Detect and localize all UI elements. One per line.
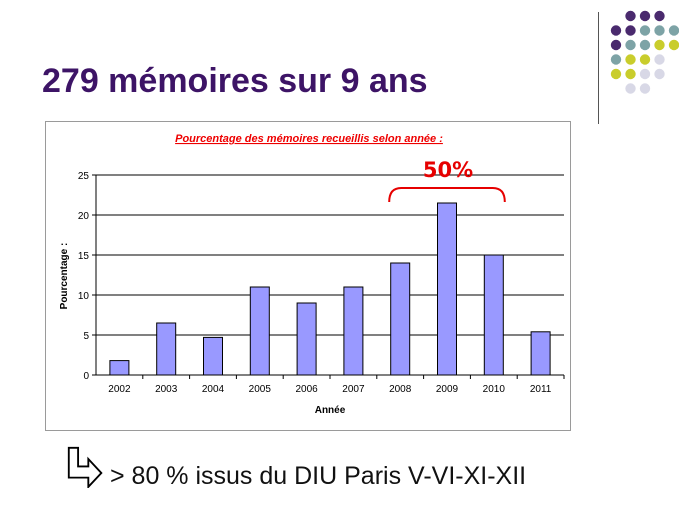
x-tick-label: 2007 [342,384,365,395]
x-tick-label: 2004 [202,384,225,395]
decorative-dot [625,68,636,80]
decorative-dot [610,25,622,36]
bar-2006 [296,302,317,376]
decorative-dot [654,10,665,22]
x-tick-label: 2008 [389,384,412,395]
y-tick-label: 15 [78,251,90,262]
x-tick-label: 2011 [530,384,552,395]
y-axis-label: Pourcentage : [59,243,70,310]
y-tick-label: 5 [83,331,89,342]
decorative-dot [625,39,636,51]
bar-2008 [390,262,411,376]
footer-text: > 80 % issus du DIU Paris V-VI-XI-XII [110,462,527,490]
bent-arrow-icon [67,446,103,488]
y-tick-label: 0 [83,371,89,382]
decorative-dot [610,54,622,65]
annotation-brace [388,187,506,203]
y-tick-label: 20 [78,211,90,222]
footer-note: > 80 % issus du DIU Paris V-VI-XI-XII [66,446,626,496]
bars [109,202,551,376]
x-tick-label: 2009 [436,384,459,395]
decorative-dot-grid [610,10,679,94]
x-tick-label: 2003 [155,384,178,395]
chart-title: Pourcentage des mémoires recueillis selo… [175,133,443,145]
decorative-dot [610,68,622,80]
annotation-label: 50% [423,158,473,182]
bar-2004 [203,336,223,376]
decorative-dot [610,39,622,51]
decorative-dot [639,39,651,51]
bar-2005 [249,286,270,376]
bar-2007 [343,286,364,376]
decorative-dot [654,54,665,65]
decorative-dot [639,25,651,36]
decorative-dot [625,54,636,65]
decorative-dot [668,39,679,51]
decorative-dot [639,83,651,94]
bar-2009 [437,202,457,376]
decorative-dot [639,68,651,80]
y-tick-label: 10 [78,291,90,302]
decorative-dot [654,39,665,51]
x-tick-label: 2005 [249,384,272,395]
y-tick-label: 25 [78,171,90,182]
x-axis-label: Année [315,405,346,416]
x-tick-label: 2006 [295,384,318,395]
decorative-dot [654,25,665,36]
title-divider-line [598,12,599,124]
bar-2003 [156,322,177,376]
decorative-dot [668,25,679,36]
decorative-dot [639,10,651,22]
bar-2010 [483,254,504,376]
bar-2002 [109,360,130,376]
decorative-dot [625,25,636,36]
bar-chart: Pourcentage des mémoires recueillis selo… [45,121,571,431]
decorative-dot [625,83,636,94]
chart-canvas: Pourcentage des mémoires recueillis selo… [59,133,565,416]
axes [92,174,565,379]
decorative-dot [654,68,665,80]
bar-2011 [530,331,551,376]
slide-title: 279 mémoires sur 9 ans [42,62,428,100]
decorative-dot [625,10,636,22]
x-tick-label: 2010 [483,384,506,395]
x-tick-label: 2002 [108,384,131,395]
tick-labels: 0 5 10 15 20 25 2002 2003 2004 2005 2006 2007 2008 20… [78,171,552,395]
decorative-dot [639,54,651,65]
